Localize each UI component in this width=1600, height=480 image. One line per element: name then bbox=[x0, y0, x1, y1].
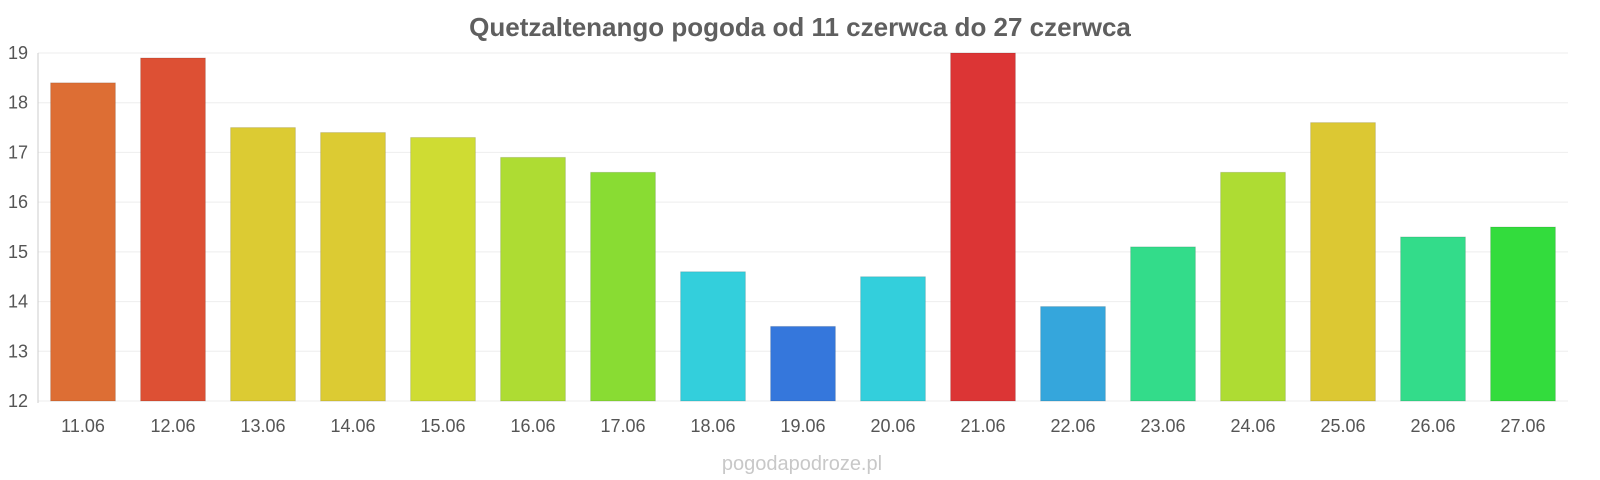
bar-20.06 bbox=[860, 276, 926, 402]
x-tick-label: 14.06 bbox=[330, 416, 375, 436]
x-tick-label: 16.06 bbox=[510, 416, 555, 436]
x-tick-label: 17.06 bbox=[600, 416, 645, 436]
bar-12.06 bbox=[140, 57, 206, 402]
bars bbox=[50, 52, 1556, 402]
x-tick-label: 26.06 bbox=[1410, 416, 1455, 436]
bar-24.06 bbox=[1220, 171, 1286, 402]
bar-21.06 bbox=[950, 52, 1016, 402]
x-tick-label: 21.06 bbox=[960, 416, 1005, 436]
x-tick-label: 24.06 bbox=[1230, 416, 1275, 436]
y-tick-label: 18 bbox=[8, 93, 28, 113]
bar-13.06 bbox=[230, 127, 296, 402]
y-tick-label: 14 bbox=[8, 292, 28, 312]
x-tick-label: 19.06 bbox=[780, 416, 825, 436]
watermark: pogodapodroze.pl bbox=[722, 453, 882, 475]
bar-11.06 bbox=[50, 82, 116, 402]
y-tick-label: 19 bbox=[8, 43, 28, 63]
y-tick-label: 13 bbox=[8, 341, 28, 361]
bar-26.06 bbox=[1400, 236, 1466, 402]
y-tick-label: 16 bbox=[8, 192, 28, 212]
y-axis-ticks: 12 13 14 15 16 17 18 19 bbox=[8, 43, 28, 411]
x-tick-label: 25.06 bbox=[1320, 416, 1365, 436]
bar-16.06 bbox=[500, 156, 566, 402]
bar-15.06 bbox=[410, 137, 476, 402]
x-tick-label: 22.06 bbox=[1050, 416, 1095, 436]
bar-17.06 bbox=[590, 171, 656, 402]
bar-25.06 bbox=[1310, 122, 1376, 402]
y-tick-label: 15 bbox=[8, 242, 28, 262]
bar-19.06 bbox=[770, 325, 836, 402]
x-tick-label: 11.06 bbox=[61, 416, 105, 436]
y-tick-label: 17 bbox=[8, 142, 28, 162]
x-tick-label: 12.06 bbox=[150, 416, 195, 436]
x-tick-label: 15.06 bbox=[420, 416, 465, 436]
bar-14.06 bbox=[320, 132, 386, 402]
bar-22.06 bbox=[1040, 306, 1106, 402]
x-tick-label: 18.06 bbox=[690, 416, 735, 436]
bar-18.06 bbox=[680, 271, 746, 402]
x-tick-label: 23.06 bbox=[1140, 416, 1185, 436]
x-tick-label: 27.06 bbox=[1500, 416, 1545, 436]
x-tick-label: 20.06 bbox=[870, 416, 915, 436]
x-tick-label: 13.06 bbox=[240, 416, 285, 436]
bar-27.06 bbox=[1490, 226, 1556, 402]
x-axis-ticks: 11.06 12.06 13.06 14.06 15.06 16.06 17.06 18.06… bbox=[61, 416, 1545, 436]
chart-title: Quetzaltenango pogoda od 11 czerwca do 2… bbox=[469, 12, 1131, 42]
y-tick-label: 12 bbox=[8, 391, 28, 411]
bar-23.06 bbox=[1130, 246, 1196, 402]
